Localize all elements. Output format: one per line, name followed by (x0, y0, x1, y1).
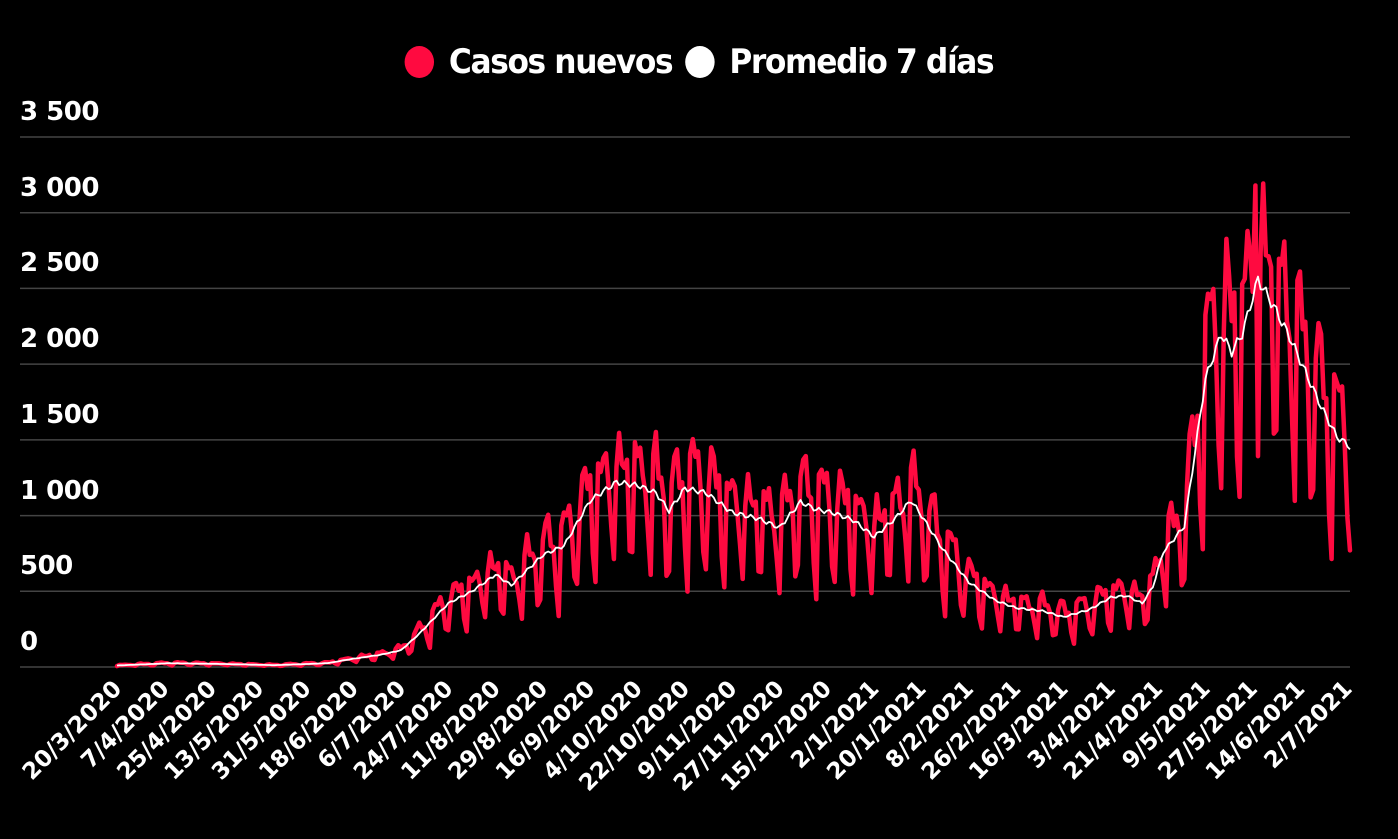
legend-item-casos-nuevos[interactable]: Casos nuevos (404, 42, 674, 82)
legend-label-promedio: Promedio 7 días (729, 42, 994, 82)
legend-label-casos-nuevos: Casos nuevos (448, 42, 674, 82)
y-tick-label: 0 (20, 627, 38, 657)
legend-dot-white-icon (685, 46, 715, 78)
y-tick-label: 2 000 (20, 324, 99, 355)
y-tick-label: 3 000 (20, 172, 99, 203)
y-tick-label: 1 000 (20, 475, 99, 506)
chart-legend: Casos nuevos Promedio 7 días (56, 42, 1342, 82)
series-promedio-line (116, 275, 1351, 667)
legend-dot-red-icon (404, 46, 435, 78)
x-axis-labels: 20/3/20207/4/202025/4/202013/5/202031/5/… (18, 676, 1358, 797)
y-tick-label: 500 (20, 551, 73, 582)
y-tick-label: 1 500 (20, 399, 99, 430)
legend-item-promedio-7-dias[interactable]: Promedio 7 días (685, 42, 995, 82)
y-tick-label: 3 500 (20, 97, 99, 127)
y-tick-label: 2 500 (20, 248, 99, 279)
series-casos-nuevos-line (114, 181, 1353, 669)
